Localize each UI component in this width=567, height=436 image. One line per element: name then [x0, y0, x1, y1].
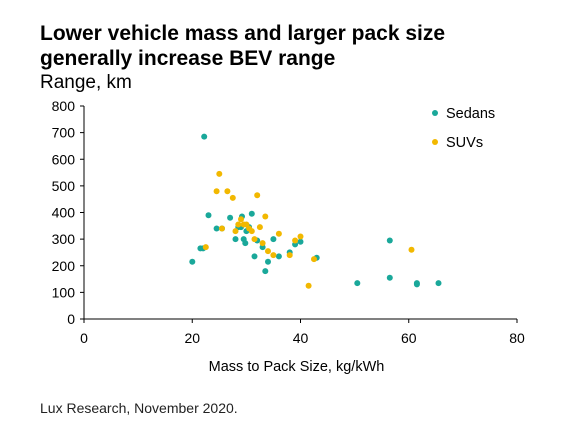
y-tick-label: 0	[67, 311, 75, 327]
legend-marker-sedans	[432, 110, 438, 116]
data-point-sedans	[386, 237, 393, 244]
data-point-suvs	[311, 256, 317, 263]
data-point-sedans	[386, 274, 393, 281]
x-tick-label: 0	[80, 330, 88, 346]
data-point-sedans	[265, 258, 271, 265]
data-point-suvs	[202, 244, 209, 251]
data-point-sedans	[232, 236, 239, 243]
y-tick-label: 400	[52, 205, 76, 221]
y-tick-label: 500	[52, 178, 76, 194]
data-point-suvs	[254, 192, 261, 199]
data-point-suvs	[292, 237, 299, 244]
data-point-sedans	[275, 253, 282, 260]
chart-title-line-2: generally increase BEV range	[40, 47, 336, 70]
data-point-sedans	[201, 133, 208, 140]
data-point-suvs	[256, 224, 263, 231]
chart-axes: 0 100 200 300 400 500 600 700 800 0 20 40 60 80	[52, 98, 525, 346]
legend-label-suvs: SUVs	[446, 135, 483, 151]
chart-points	[189, 133, 442, 289]
chart-title: Lower vehicle mass and larger pack size …	[40, 21, 560, 71]
data-point-sedans	[213, 225, 220, 232]
x-tick-label: 20	[184, 330, 200, 346]
data-point-sedans	[205, 212, 212, 219]
data-point-suvs	[229, 194, 236, 201]
data-point-suvs	[219, 225, 225, 232]
data-point-sedans	[248, 210, 255, 217]
legend-marker-suvs	[432, 139, 438, 145]
data-point-suvs	[262, 213, 269, 220]
data-point-suvs	[235, 221, 242, 228]
data-point-sedans	[262, 268, 269, 275]
data-point-suvs	[408, 246, 415, 253]
y-tick-label: 300	[52, 231, 76, 247]
data-point-suvs	[251, 236, 258, 243]
x-tick-label: 40	[293, 330, 309, 346]
chart-title-line-1: Lower vehicle mass and larger pack size	[40, 22, 446, 45]
data-point-suvs	[248, 228, 255, 235]
series-sedans	[189, 133, 442, 288]
data-point-suvs	[286, 252, 293, 259]
data-point-suvs	[213, 188, 220, 195]
data-point-sedans	[297, 238, 304, 245]
y-tick-label: 600	[52, 151, 76, 167]
data-point-suvs	[224, 188, 231, 195]
y-tick-label: 800	[52, 98, 76, 114]
data-point-suvs	[259, 240, 266, 247]
chart-subtitle: Range, km	[40, 72, 132, 93]
data-point-sedans	[270, 236, 277, 243]
data-point-sedans	[435, 280, 442, 287]
y-tick-label: 200	[52, 258, 76, 274]
data-point-suvs	[305, 282, 312, 289]
data-point-suvs	[265, 248, 271, 255]
data-point-sedans	[413, 281, 420, 288]
data-point-suvs	[232, 228, 239, 235]
y-tick-label: 700	[52, 125, 76, 141]
y-tick-label: 100	[52, 284, 76, 300]
data-point-sedans	[227, 214, 234, 221]
source-note: Lux Research, November 2020.	[40, 400, 238, 416]
data-point-suvs	[238, 216, 244, 223]
data-point-suvs	[270, 252, 277, 259]
x-tick-label: 60	[401, 330, 417, 346]
data-point-suvs	[216, 170, 223, 177]
data-point-sedans	[242, 240, 249, 247]
data-point-sedans	[189, 258, 196, 265]
data-point-suvs	[297, 233, 304, 240]
data-point-sedans	[251, 253, 258, 260]
x-tick-label: 80	[509, 330, 525, 346]
x-axis-title: Mass to Pack Size, kg/kWh	[209, 359, 385, 375]
chart-legend: Sedans SUVs	[432, 106, 495, 151]
legend-label-sedans: Sedans	[446, 106, 495, 122]
series-suvs	[202, 170, 415, 289]
data-point-sedans	[354, 280, 361, 287]
data-point-suvs	[275, 230, 282, 237]
